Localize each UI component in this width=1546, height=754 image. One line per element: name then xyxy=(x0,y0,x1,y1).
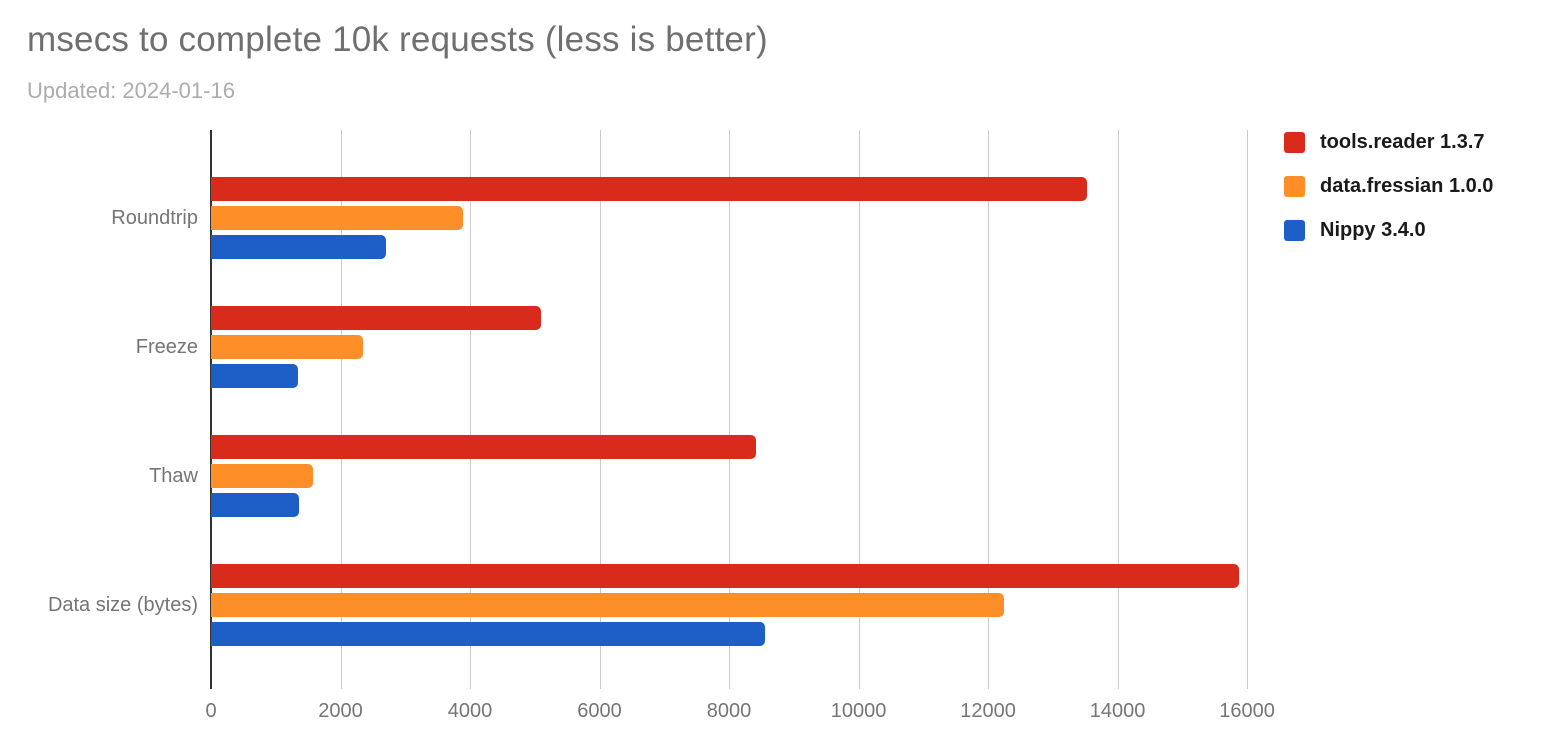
bar-tools-reader-1-3-7-roundtrip xyxy=(211,177,1087,201)
legend-label-nippy-3-4-0: Nippy 3.4.0 xyxy=(1320,218,1426,241)
gridline-4000 xyxy=(470,130,472,689)
plot-area xyxy=(210,130,1330,689)
gridline-14000 xyxy=(1117,130,1119,689)
category-label-freeze: Freeze xyxy=(135,336,198,358)
x-axis-label-12000: 12000 xyxy=(960,700,1016,722)
x-axis-label-8000: 8000 xyxy=(706,700,752,722)
bar-tools-reader-1-3-7-thaw xyxy=(211,435,756,459)
x-axis-label-4000: 4000 xyxy=(447,700,493,722)
bar-nippy-3-4-0-roundtrip xyxy=(211,235,386,259)
chart-subtitle: Updated: 2024-01-16 xyxy=(27,78,235,103)
bar-data-fressian-1-0-0-freeze xyxy=(211,335,363,359)
category-label-roundtrip: Roundtrip xyxy=(111,207,198,229)
chart-title: msecs to complete 10k requests (less is … xyxy=(27,20,768,59)
legend-swatch-data-fressian-1-0-0 xyxy=(1284,175,1305,197)
legend-item-data-fressian-1-0-0: data.fressian 1.0.0 xyxy=(1284,175,1493,197)
legend-item-nippy-3-4-0: Nippy 3.4.0 xyxy=(1284,219,1493,241)
legend-label-tools-reader-1-3-7: tools.reader 1.3.7 xyxy=(1320,130,1485,153)
gridline-2000 xyxy=(340,130,342,689)
bar-data-fressian-1-0-0-thaw xyxy=(211,464,313,488)
x-axis-label-10000: 10000 xyxy=(830,700,887,722)
bar-data-fressian-1-0-0-roundtrip xyxy=(211,206,463,230)
x-axis-label-14000: 14000 xyxy=(1089,700,1146,722)
legend-label-data-fressian-1-0-0: data.fressian 1.0.0 xyxy=(1320,174,1494,197)
legend-item-tools-reader-1-3-7: tools.reader 1.3.7 xyxy=(1284,131,1493,153)
gridline-8000 xyxy=(729,130,731,689)
x-axis-label-6000: 6000 xyxy=(577,700,622,722)
category-label-data-size-bytes: Data size (bytes) xyxy=(47,594,198,616)
bar-nippy-3-4-0-thaw xyxy=(211,493,299,517)
x-axis-label-0: 0 xyxy=(205,700,217,722)
legend-swatch-tools-reader-1-3-7 xyxy=(1284,131,1305,153)
x-axis-label-16000: 16000 xyxy=(1219,700,1275,722)
bar-data-fressian-1-0-0-data-size-bytes xyxy=(211,593,1004,617)
bar-nippy-3-4-0-freeze xyxy=(211,364,298,388)
bar-tools-reader-1-3-7-data-size-bytes xyxy=(211,564,1239,588)
gridline-16000 xyxy=(1247,130,1249,689)
legend: tools.reader 1.3.7 data.fressian 1.0.0 Nip… xyxy=(1284,131,1493,241)
category-label-thaw: Thaw xyxy=(149,465,198,487)
gridline-10000 xyxy=(858,130,860,689)
bar-nippy-3-4-0-data-size-bytes xyxy=(211,622,765,646)
gridline-6000 xyxy=(599,130,601,689)
y-axis-line xyxy=(210,130,212,689)
bar-tools-reader-1-3-7-freeze xyxy=(211,306,541,330)
x-axis-label-2000: 2000 xyxy=(318,700,363,722)
gridline-12000 xyxy=(988,130,990,689)
legend-swatch-nippy-3-4-0 xyxy=(1284,219,1305,241)
